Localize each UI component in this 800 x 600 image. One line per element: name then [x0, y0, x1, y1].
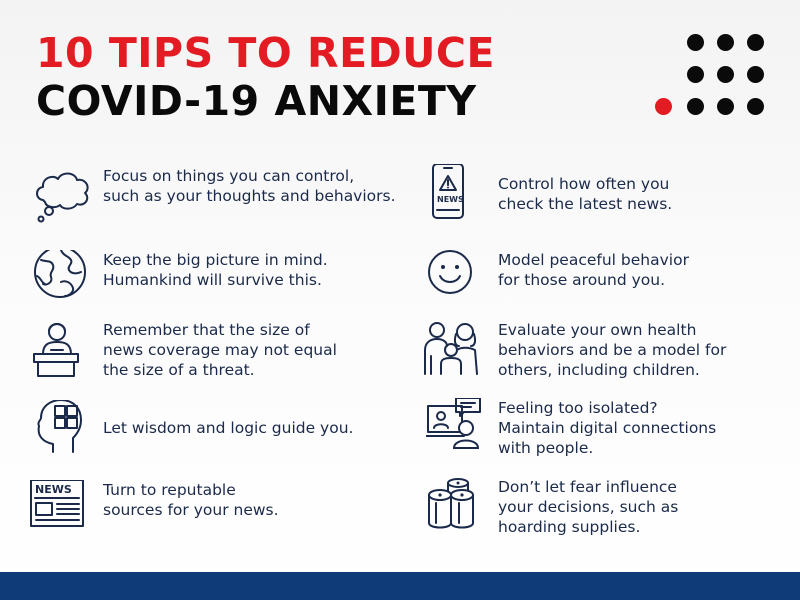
tip-line: sources for your news.	[103, 501, 279, 519]
tip-health-behaviors: Evaluate your own health behaviors and b…	[423, 320, 763, 390]
tip-line: Let wisdom and logic guide you.	[103, 419, 354, 437]
tip-line: with people.	[498, 439, 594, 457]
grid-dot	[747, 66, 764, 83]
tip-control-news: NEWS Control how often you check the lat…	[428, 164, 768, 234]
tip-text: Let wisdom and logic guide you.	[103, 418, 403, 438]
tip-line: your decisions, such as	[498, 498, 679, 516]
globe-icon	[33, 250, 93, 316]
tip-no-hoarding: Don’t let fear influence your decisions,…	[426, 477, 766, 547]
tip-line: Keep the big picture in mind.	[103, 251, 328, 269]
grid-dot	[747, 34, 764, 51]
tip-text: Turn to reputable sources for your news.	[103, 480, 403, 520]
grid-dot	[687, 66, 704, 83]
grid-dot	[717, 98, 734, 115]
tip-line: Maintain digital connections	[498, 419, 717, 437]
tip-line: Focus on things you can control,	[103, 167, 355, 185]
tip-line: such as your thoughts and behaviors.	[103, 187, 396, 205]
phone-icon-text: NEWS	[437, 195, 464, 204]
tip-line: Evaluate your own health	[498, 321, 697, 339]
footer-bar	[0, 572, 800, 600]
tip-text: Feeling too isolated? Maintain digital c…	[498, 398, 798, 458]
tip-line: the size of a threat.	[103, 361, 255, 379]
thought-cloud-icon	[33, 166, 93, 232]
tip-text: Don’t let fear influence your decisions,…	[498, 477, 798, 537]
news-anchor-icon	[33, 320, 93, 386]
tip-line: Don’t let fear influence	[498, 478, 677, 496]
tip-line: Control how often you	[498, 175, 670, 193]
tip-line: behaviors and be a model for	[498, 341, 727, 359]
grid-dot	[717, 66, 734, 83]
tip-news-coverage: Remember that the size of news coverage …	[33, 320, 373, 390]
tip-line: for those around you.	[498, 271, 665, 289]
page-title: 10 TIPS TO REDUCE COVID-19 ANXIETY	[36, 30, 495, 126]
smiley-face-icon	[428, 250, 488, 316]
grid-dot	[687, 98, 704, 115]
toilet-paper-rolls-icon	[426, 477, 486, 543]
tip-digital-connections: Feeling too isolated? Maintain digital c…	[426, 398, 766, 468]
grid-dot	[717, 34, 734, 51]
grid-dot	[747, 98, 764, 115]
tip-line: hoarding supplies.	[498, 518, 641, 536]
grid-dot	[687, 34, 704, 51]
tip-line: others, including children.	[498, 361, 700, 379]
title-line-2: COVID-19 ANXIETY	[36, 77, 477, 125]
tip-text: Evaluate your own health behaviors and b…	[498, 320, 798, 380]
tip-line: Humankind will survive this.	[103, 271, 322, 289]
tip-text: Focus on things you can control, such as…	[103, 166, 403, 206]
tip-line: check the latest news.	[498, 195, 673, 213]
newspaper-icon: NEWS	[29, 480, 89, 546]
tip-focus-on-control: Focus on things you can control, such as…	[33, 166, 396, 236]
red-accent-dot	[655, 98, 672, 115]
video-call-icon	[426, 398, 486, 464]
decorative-dot-grid	[652, 34, 767, 120]
tip-text: Keep the big picture in mind. Humankind …	[103, 250, 403, 290]
tip-wisdom-logic: Let wisdom and logic guide you.	[33, 400, 373, 470]
tip-line: Model peaceful behavior	[498, 251, 689, 269]
tip-line: Turn to reputable	[103, 481, 236, 499]
tip-reputable-sources: NEWS Turn to reputable sources for your …	[29, 480, 369, 550]
tip-text: Remember that the size of news coverage …	[103, 320, 403, 380]
head-puzzle-icon	[33, 400, 93, 466]
tip-line: Remember that the size of	[103, 321, 310, 339]
newspaper-icon-text: NEWS	[35, 483, 72, 496]
tip-text: Model peaceful behavior for those around…	[498, 250, 798, 290]
tip-big-picture: Keep the big picture in mind. Humankind …	[33, 250, 373, 320]
title-line-1: 10 TIPS TO REDUCE	[36, 29, 495, 77]
family-icon	[423, 320, 483, 386]
tip-text: Control how often you check the latest n…	[498, 174, 798, 214]
tip-peaceful-behavior: Model peaceful behavior for those around…	[428, 250, 768, 320]
phone-news-alert-icon: NEWS	[428, 164, 488, 230]
tip-line: news coverage may not equal	[103, 341, 337, 359]
tip-line: Feeling too isolated?	[498, 399, 658, 417]
